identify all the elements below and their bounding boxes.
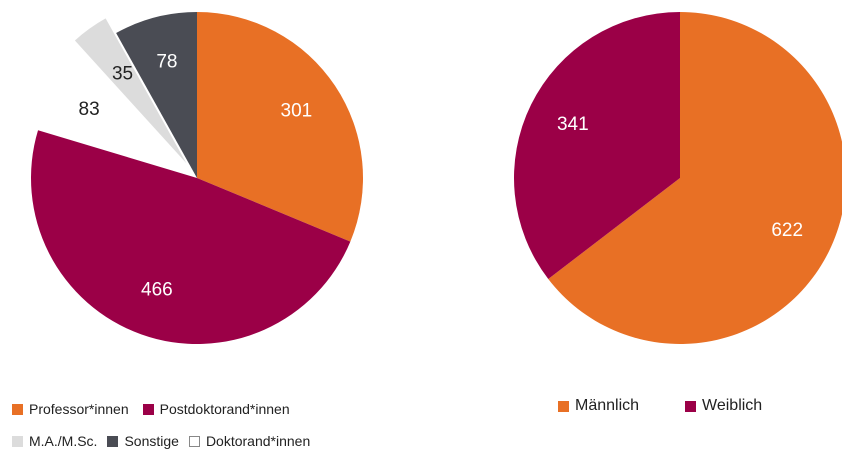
data-label-m-a-m-sc: 35 (112, 63, 133, 84)
legend-label-doktorand-innen: Doktorand*innen (205, 433, 311, 449)
legend-label-weiblich: Weiblich (702, 397, 763, 414)
legend-label-professor-innen: Professor*innen (29, 401, 129, 417)
legend-row: Professor*innen Postdoktorand*innen (12, 400, 310, 418)
legend-item-professor-innen: Professor*innen (12, 401, 129, 417)
pie-slice-sonstige (116, 12, 197, 178)
pie-slice-postdoktorand-innen (31, 130, 351, 344)
pie-chart-gender: 622 341 (514, 11, 842, 344)
data-label-sonstige: 78 (156, 51, 177, 72)
pie-chart-staff-groups: 301 466 83 35 78 (22, 12, 363, 344)
legend-label-postdoktorand-innen: Postdoktorand*innen (159, 401, 290, 417)
pie-slice-m-a-m-sc (74, 18, 187, 164)
pie-slice-weiblich (514, 11, 680, 280)
legend-row: Männlich Weiblich (558, 397, 762, 415)
legend-swatch-postdoktorand-innen (142, 403, 154, 415)
pie-slice-m-nnlich (548, 12, 842, 344)
legend-item-postdoktorand-innen: Postdoktorand*innen (142, 401, 290, 417)
legend-item-weiblich: Weiblich (685, 397, 762, 415)
legend-swatch-doktorand-innen (188, 435, 200, 447)
pie-slice-professor-innen (197, 12, 363, 242)
data-label-professor-innen: 301 (281, 101, 313, 122)
legend-item-doktorand-innen: Doktorand*innen (188, 433, 311, 449)
data-label-doktorand-innen: 83 (79, 99, 100, 120)
legend-row: M.A./M.Sc. Sonstige Doktorand*innen (12, 432, 310, 450)
legend-swatch-m-a-m-sc (12, 435, 23, 447)
legend-item-sonstige: Sonstige (107, 433, 179, 449)
legend-label-m-nnlich: Männlich (575, 397, 640, 414)
legend-label-sonstige: Sonstige (124, 433, 179, 449)
legend-gender: Männlich Weiblich (558, 397, 762, 415)
legend-swatch-weiblich (685, 400, 697, 412)
pie-slice-doktorand-innen (22, 45, 182, 169)
data-label-postdoktorand-innen: 466 (141, 280, 173, 301)
legend-swatch-professor-innen (12, 403, 23, 415)
data-label-weiblich: 341 (557, 114, 589, 135)
legend-label-m-a-m-sc: M.A./M.Sc. (29, 433, 98, 449)
legend-swatch-m-nnlich (558, 400, 569, 412)
data-label-m-nnlich: 622 (771, 220, 803, 241)
legend-staff-groups: Professor*innen Postdoktorand*innen M.A./M… (12, 400, 310, 450)
legend-item-m-nnlich: Männlich (558, 397, 639, 415)
legend-swatch-sonstige (107, 435, 119, 447)
legend-item-m-a-m-sc: M.A./M.Sc. (12, 433, 97, 449)
